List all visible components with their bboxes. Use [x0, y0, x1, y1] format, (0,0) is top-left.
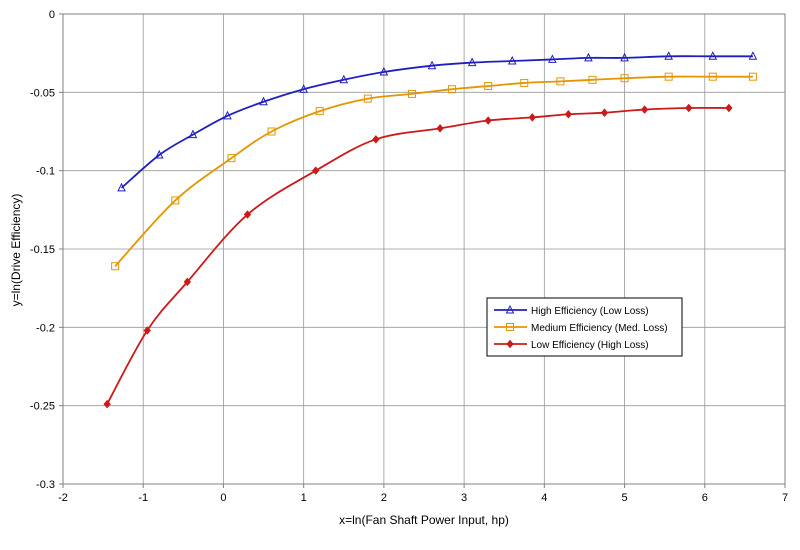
data-point: [427, 60, 437, 70]
data-point: [363, 94, 372, 103]
data-point: [183, 277, 192, 287]
data-point: [372, 135, 380, 144]
data-point: [484, 116, 492, 125]
data-point: [467, 57, 477, 67]
y-tick-label: -0.25: [30, 401, 55, 413]
data-point: [528, 113, 536, 122]
x-axis-label: x=ln(Fan Shaft Power Input, hp): [339, 513, 509, 527]
x-tick-label: 0: [220, 492, 226, 504]
data-point: [117, 182, 126, 192]
x-tick-label: -2: [58, 492, 68, 504]
data-point: [484, 82, 493, 91]
y-tick-label: -0.15: [30, 244, 55, 256]
data-point: [339, 74, 349, 84]
data-point: [243, 210, 252, 219]
data-point: [227, 154, 236, 163]
x-tick-label: 5: [621, 492, 627, 504]
data-point: [103, 399, 111, 409]
data-point: [506, 339, 514, 349]
data-point: [506, 323, 514, 331]
legend-entry-label: Medium Efficiency (Med. Loss): [531, 323, 668, 334]
data-point: [748, 51, 758, 60]
x-tick-label: -1: [138, 492, 148, 504]
x-tick-label: 6: [702, 492, 708, 504]
data-point: [505, 304, 515, 314]
data-point: [520, 78, 529, 87]
data-point: [259, 96, 268, 106]
tick-labels: -2 -1 0 1 2 3 4 5 6 7 0 -0.05 -0.1 -0.15 -0.2 -0.25 -0.3: [30, 9, 788, 504]
data-point: [584, 52, 593, 62]
series-line: [120, 55, 753, 189]
x-tick-label: 2: [381, 492, 387, 504]
x-tick-label: 1: [301, 492, 307, 504]
data-point: [154, 149, 164, 159]
data-point: [299, 84, 308, 93]
y-tick-label: 0: [49, 9, 55, 21]
data-point: [111, 262, 120, 271]
legend-entry-label: Low Efficiency (High Loss): [531, 340, 649, 351]
data-point: [407, 89, 416, 98]
data-point: [171, 196, 180, 205]
data-point: [664, 72, 673, 81]
data-point: [640, 105, 649, 114]
y-tick-label: -0.05: [30, 87, 55, 99]
data-point: [188, 129, 198, 139]
data-point: [223, 110, 232, 120]
data-point: [315, 107, 324, 116]
data-point: [685, 103, 693, 113]
x-tick-label: 7: [782, 492, 788, 504]
grid: [59, 13, 786, 488]
y-axis-label: y=ln(Drive Efficiency): [9, 194, 23, 307]
series-line: [114, 75, 753, 267]
data-point: [312, 166, 320, 175]
data-point: [588, 75, 597, 84]
y-tick-label: -0.3: [36, 479, 55, 491]
series-triangle: [117, 51, 758, 192]
data-point: [379, 66, 389, 76]
data-point: [708, 51, 718, 60]
legend: High Efficiency (Low Loss) Medium Efficie…: [486, 297, 683, 357]
series-square: [111, 72, 757, 271]
data-point: [708, 72, 717, 81]
data-point: [507, 55, 517, 65]
data-point: [436, 124, 444, 133]
x-tick-label: 4: [541, 492, 547, 504]
series-layer: [103, 51, 758, 409]
data-point: [725, 103, 733, 113]
x-tick-label: 3: [461, 492, 467, 504]
y-tick-label: -0.2: [36, 322, 55, 334]
data-point: [748, 72, 757, 81]
data-point: [448, 85, 457, 94]
y-tick-label: -0.1: [36, 166, 55, 178]
data-point: [600, 108, 609, 117]
data-point: [664, 51, 673, 60]
series-line: [106, 106, 729, 405]
legend-entry-label: High Efficiency (Low Loss): [531, 306, 649, 317]
data-point: [548, 54, 557, 63]
data-point: [620, 74, 629, 83]
data-point: [620, 52, 629, 62]
plot-frame: [62, 13, 786, 485]
data-point: [556, 77, 565, 86]
data-point: [564, 109, 573, 119]
data-point: [143, 326, 151, 335]
series-diamond: [103, 103, 733, 409]
data-point: [267, 127, 276, 136]
